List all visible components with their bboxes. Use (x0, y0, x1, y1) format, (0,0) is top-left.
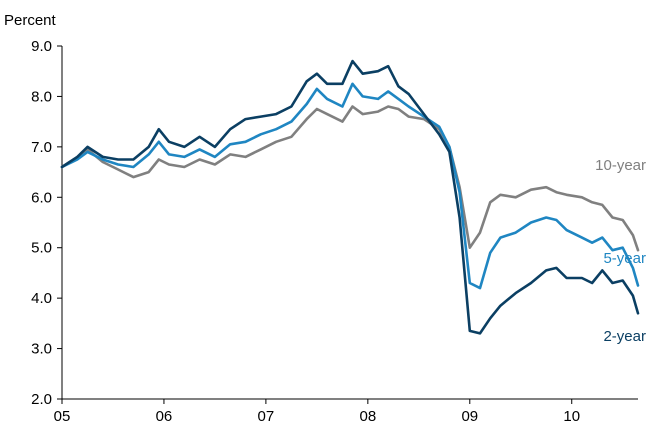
y-tick-label: 3.0 (31, 341, 52, 358)
x-tick-label: 06 (156, 408, 173, 425)
y-tick-label: 4.0 (31, 290, 52, 307)
series-label-10-year: 10-year (595, 157, 646, 174)
y-tick-label: 9.0 (31, 38, 52, 55)
x-tick-label: 05 (54, 408, 71, 425)
x-tick-label: 09 (461, 408, 478, 425)
series-label-5-year: 5-year (603, 250, 646, 267)
x-tick-label: 07 (258, 408, 275, 425)
series-label-2-year: 2-year (603, 328, 646, 345)
series-line-2-year (60, 59, 640, 335)
series-line-10-year (60, 105, 640, 252)
x-tick-label: 08 (359, 408, 376, 425)
series-line-5-year (60, 82, 640, 290)
y-tick-label: 2.0 (31, 391, 52, 408)
x-tick-label: 10 (563, 408, 580, 425)
series-labels: 10-year 5-year 2-year (595, 157, 646, 345)
axes: 2.0 3.0 4.0 5.0 6.0 7.0 8.0 9.0 05 06 07 08 09 10 (31, 38, 638, 425)
y-tick-label: 5.0 (31, 240, 52, 257)
y-tick-label: 6.0 (31, 189, 52, 206)
y-axis-title: Percent (4, 12, 57, 29)
series-lines (60, 59, 640, 335)
y-tick-label: 8.0 (31, 88, 52, 105)
y-tick-label: 7.0 (31, 139, 52, 156)
